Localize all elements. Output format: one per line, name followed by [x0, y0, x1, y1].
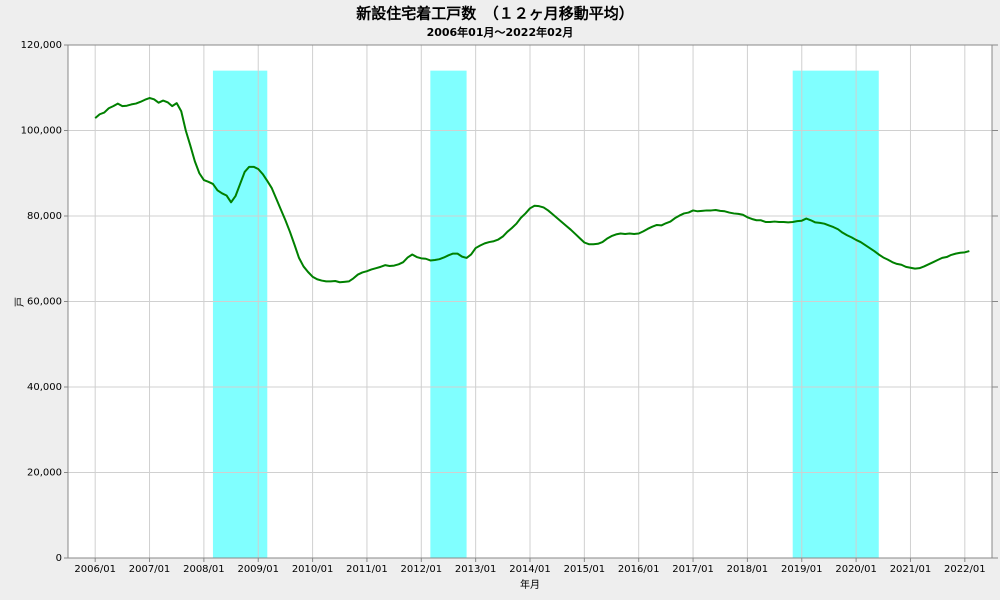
x-tick-label: 2020/01 [835, 564, 877, 575]
x-tick-label: 2019/01 [781, 564, 823, 575]
y-tick-label: 40,000 [27, 382, 62, 393]
y-tick-label: 20,000 [27, 468, 62, 479]
x-tick-label: 2011/01 [346, 564, 388, 575]
x-tick-label: 2006/01 [74, 564, 116, 575]
x-tick-label: 2021/01 [890, 564, 932, 575]
y-tick-label: 60,000 [27, 297, 62, 308]
x-tick-label: 2012/01 [401, 564, 443, 575]
x-tick-label: 2008/01 [183, 564, 225, 575]
shaded-period [792, 70, 879, 559]
x-tick-label: 2015/01 [564, 564, 606, 575]
x-tick-label: 2013/01 [455, 564, 497, 575]
chart-subtitle: 2006年01月～2022年02月 [427, 25, 574, 39]
x-tick-label: 2022/01 [944, 564, 986, 575]
shaded-period [212, 70, 268, 559]
x-tick-label: 2017/01 [672, 564, 714, 575]
y-axis-label: 戸 [14, 297, 26, 307]
x-tick-label: 2016/01 [618, 564, 660, 575]
x-tick-label: 2010/01 [292, 564, 334, 575]
y-tick-label: 80,000 [27, 211, 62, 222]
data-line [94, 97, 970, 284]
y-tick-label: 0 [56, 553, 62, 564]
x-tick-label: 2014/01 [509, 564, 551, 575]
x-axis-label: 年月 [520, 578, 540, 591]
y-tick-label: 100,000 [21, 126, 62, 137]
shaded-period [430, 70, 467, 559]
plot-content [68, 44, 992, 559]
x-tick-label: 2007/01 [129, 564, 171, 575]
x-tick-label: 2018/01 [727, 564, 769, 575]
chart-title: 新設住宅着工戸数 （１２ヶ月移動平均） [356, 5, 634, 23]
y-tick-label: 120,000 [21, 40, 62, 51]
x-tick-label: 2009/01 [237, 564, 279, 575]
